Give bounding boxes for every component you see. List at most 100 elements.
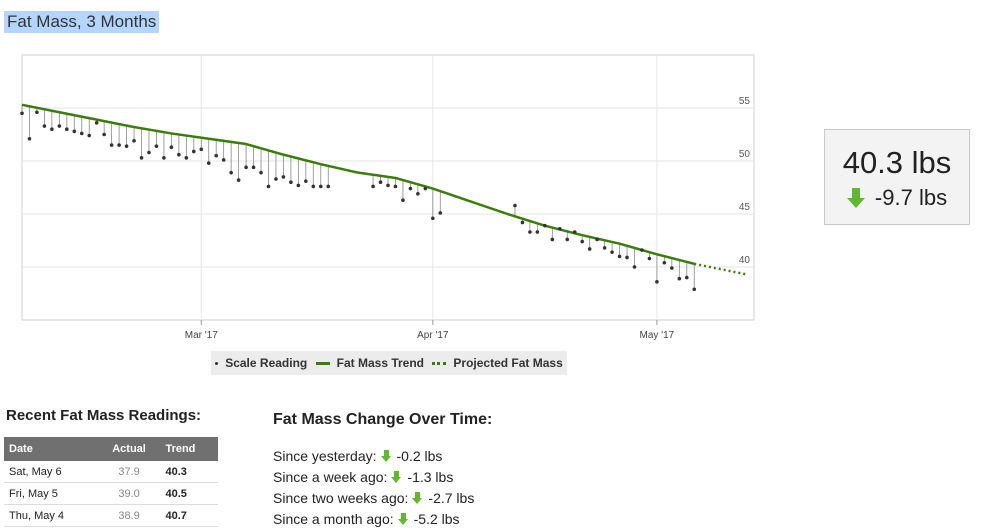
cell-actual: 38.9: [97, 504, 161, 527]
x-tick-label: May '17: [640, 330, 675, 341]
scale-reading-point: [274, 177, 278, 181]
cell-date: Fri, May 5: [4, 482, 98, 505]
scale-reading-point: [535, 230, 540, 234]
scale-reading-point: [236, 178, 241, 182]
arrow-down-icon: [412, 491, 423, 504]
y-tick-label: 50: [739, 149, 751, 160]
table-row: Fri, May 5 39.0 40.5: [4, 482, 218, 505]
arrow-down-icon: [397, 512, 409, 525]
scale-reading-point: [154, 144, 159, 148]
change-item-two-weeks: Since two weeks ago: -2.7 lbs: [273, 487, 474, 508]
page-title: Fat Mass, 3 Months: [4, 11, 160, 33]
chart-svg: 40 45 50 55 Mar '17 Apr '17 May '17: [20, 54, 755, 341]
change-value: -0.2 lbs: [396, 447, 443, 464]
change-item-week: Since a week ago: -1.3 lbs: [273, 466, 474, 487]
y-tick-label: 55: [739, 96, 751, 107]
scale-reading-point: [431, 216, 435, 221]
recent-readings-title: Recent Fat Mass Readings:: [6, 407, 202, 424]
scale-reading-point: [214, 153, 219, 158]
scale-reading-point: [393, 184, 398, 189]
arrow-down-icon: [380, 449, 392, 462]
scale-reading-point: [177, 152, 181, 157]
scale-reading-point: [57, 124, 62, 128]
scale-reading-point: [50, 127, 54, 131]
legend-projected-fat-mass[interactable]: Projected Fat Mass: [432, 356, 563, 370]
scale-reading-point: [251, 165, 256, 170]
y-tick-label: 40: [739, 255, 751, 266]
change-value: -5.2 lbs: [413, 510, 460, 527]
table-header-row: Date Actual Trend: [4, 437, 218, 461]
chart-legend: Scale Reading Fat Mass Trend Projected F…: [211, 351, 567, 375]
scale-reading-point: [169, 145, 174, 150]
projected-fat-mass-line: [693, 262, 747, 276]
change-label: Since two weeks ago:: [273, 489, 409, 506]
scale-reading-point: [378, 180, 383, 184]
cell-date: Thu, May 4: [4, 504, 98, 527]
scale-reading-point: [595, 237, 599, 242]
scale-reading-point: [326, 184, 331, 189]
scale-reading-point: [132, 139, 136, 143]
scale-reading-point: [117, 143, 121, 147]
scale-reading-point: [318, 184, 323, 189]
change-label: Since a month ago:: [273, 510, 394, 527]
current-fat-mass-value: 40.3 lbs: [842, 145, 952, 180]
scale-reading-point: [557, 227, 562, 231]
change-over-time-title: Fat Mass Change Over Time:: [273, 411, 493, 428]
scale-reading-point: [27, 136, 32, 141]
arrow-down-icon: [846, 188, 865, 208]
legend-label: Scale Reading: [225, 356, 308, 370]
scale-reading-point: [684, 275, 689, 280]
scale-reading-point: [602, 246, 607, 250]
change-item-yesterday: Since yesterday: -0.2 lbs: [273, 445, 474, 466]
column-header-trend: Trend: [160, 437, 218, 461]
change-value: -2.7 lbs: [428, 489, 475, 506]
scale-reading-point: [94, 121, 99, 125]
table-row: Sat, May 6 37.9 40.3: [4, 461, 218, 483]
scale-reading-point: [124, 144, 129, 148]
dotted-line-icon: [432, 361, 447, 365]
cell-trend: 40.7: [160, 504, 218, 527]
scale-reading-point: [647, 256, 652, 261]
scale-reading-point: [199, 147, 204, 152]
scale-reading-point: [610, 250, 614, 254]
scale-reading-point: [625, 255, 629, 260]
scale-reading-point: [677, 276, 682, 281]
scale-reading-point: [65, 127, 69, 131]
table-row: Thu, May 4 38.9 40.7: [4, 504, 218, 527]
scale-reading-point: [35, 110, 39, 115]
scale-reading-point: [520, 220, 525, 225]
change-list: Since yesterday: -0.2 lbs Since a week a…: [273, 445, 474, 529]
plot-area: [21, 54, 755, 321]
scale-reading-point: [87, 133, 92, 138]
x-tick-label: Mar '17: [185, 330, 218, 341]
total-change-value: -9.7 lbs: [874, 185, 948, 210]
scale-reading-point: [79, 131, 84, 136]
cell-date: Sat, May 6: [4, 461, 98, 483]
scale-reading-point: [528, 230, 532, 234]
scale-reading-point: [266, 184, 271, 189]
legend-scale-reading[interactable]: Scale Reading: [215, 356, 307, 370]
scale-reading-point: [386, 183, 390, 188]
scale-reading-point: [587, 247, 592, 251]
cell-actual: 37.9: [97, 461, 161, 483]
scale-reading-point: [655, 280, 659, 284]
scale-reading-point: [565, 237, 570, 242]
cell-trend: 40.3: [160, 461, 218, 483]
legend-fat-mass-trend[interactable]: Fat Mass Trend: [315, 356, 424, 370]
scale-reading-point: [244, 165, 248, 170]
current-fat-mass-card: 40.3 lbs -9.7 lbs: [824, 129, 970, 225]
scale-reading-point: [670, 266, 674, 270]
legend-label: Fat Mass Trend: [336, 356, 424, 370]
scale-reading-point: [229, 170, 233, 175]
scale-reading-point: [401, 198, 405, 203]
scale-reading-point: [632, 265, 637, 269]
scale-reading-point: [206, 161, 211, 165]
scale-reading-point: [184, 156, 189, 160]
dot-icon: [215, 361, 219, 365]
scale-reading-point: [580, 239, 585, 244]
cell-trend: 40.5: [160, 482, 218, 505]
total-change: -9.7 lbs: [825, 185, 969, 211]
scale-reading-point: [423, 186, 428, 191]
scale-reading-point: [550, 237, 555, 242]
line-icon: [315, 361, 330, 365]
